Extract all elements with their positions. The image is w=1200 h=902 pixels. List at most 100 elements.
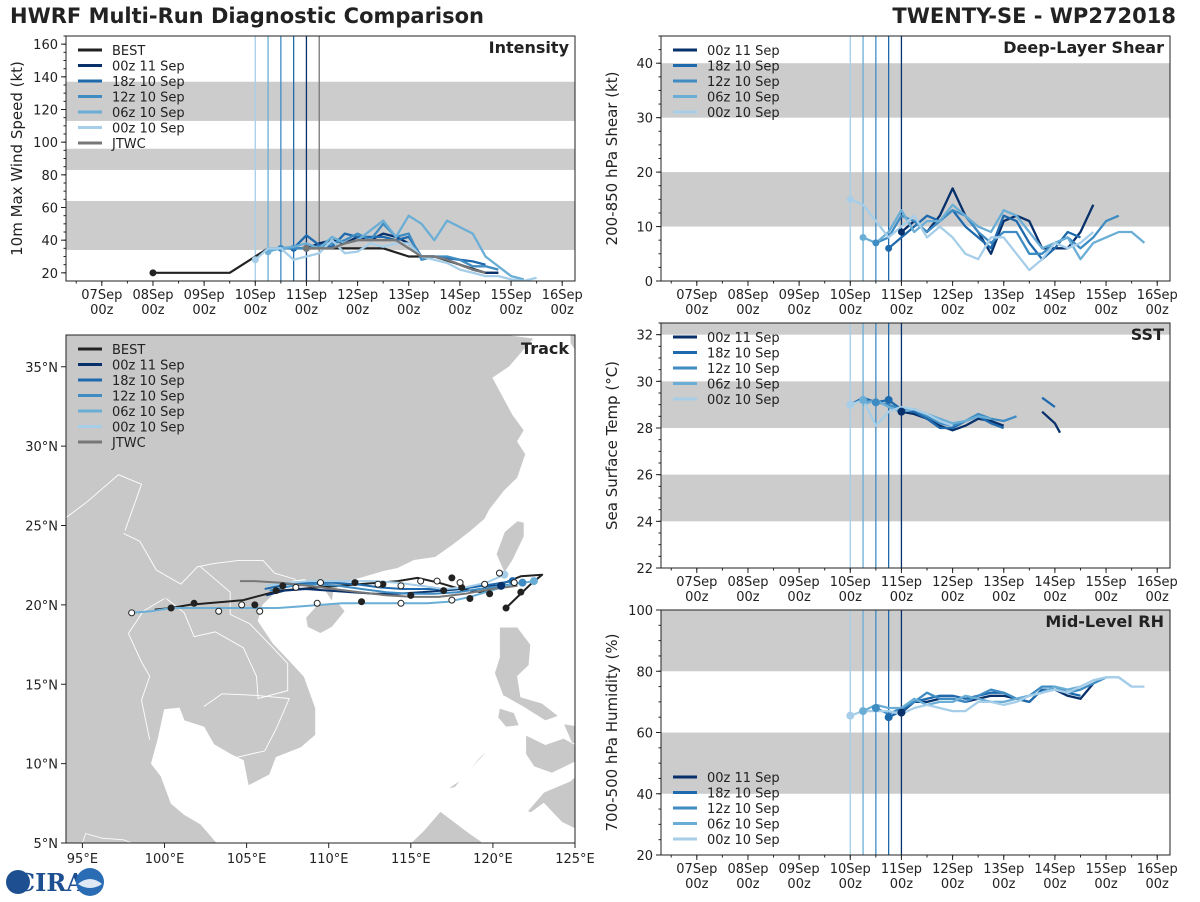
sst-series-line xyxy=(1041,410,1062,434)
track-filled-dot xyxy=(466,595,474,603)
rh-xtick-label: 11Sep xyxy=(881,862,922,877)
rh-xtick-label: 12Sep xyxy=(932,862,973,877)
land-luzon xyxy=(494,626,560,722)
track-open-dot xyxy=(313,599,321,607)
shear-series-line xyxy=(862,203,1146,261)
track-init-marker xyxy=(518,578,527,587)
intensity-ytick-label: 140 xyxy=(33,71,58,86)
rh-plot-area xyxy=(661,610,1170,855)
rh-xtick-label: 00z xyxy=(890,877,914,892)
shear-xtick-label: 00z xyxy=(941,303,965,318)
globe-icon xyxy=(6,870,30,894)
track-legend-label: BEST xyxy=(112,343,145,358)
land-palawan xyxy=(446,747,490,790)
rh-ytick-label: 40 xyxy=(636,788,653,803)
track-filled-dot xyxy=(190,599,198,607)
track-xtick-label: 125°E xyxy=(555,852,595,867)
sst-ytick-label: 30 xyxy=(636,375,653,390)
shear-xtick-label: 00z xyxy=(787,303,811,318)
track-open-dot xyxy=(317,579,324,587)
track-xtick-label: 105°E xyxy=(227,852,267,867)
intensity-xtick-label: 09Sep xyxy=(184,288,225,303)
rh-xtick-label: 09Sep xyxy=(779,862,820,877)
sst-xtick-label: 10Sep xyxy=(830,575,871,590)
intensity-ytick-label: 20 xyxy=(41,267,58,282)
rh-band-1 xyxy=(661,610,1170,672)
rh-xtick-label: 00z xyxy=(1043,877,1067,892)
land-sumatra xyxy=(81,833,132,843)
track-ytick-label: 35°N xyxy=(25,361,58,376)
rh-xtick-label: 16Sep xyxy=(1137,862,1178,877)
rh-init-marker xyxy=(859,707,868,716)
track-ytick-label: 20°N xyxy=(25,599,58,614)
land-mindoro xyxy=(497,707,520,728)
sst-init-marker xyxy=(884,396,893,404)
intensity-ytick-label: 40 xyxy=(41,234,58,249)
intensity-legend-label: 06z 10 Sep xyxy=(112,106,185,121)
intensity-xtick-label: 13Sep xyxy=(388,288,429,303)
track-filled-dot xyxy=(251,601,259,609)
shear-legend-label: 00z 11 Sep xyxy=(707,44,780,59)
shear-legend-label: 00z 10 Sep xyxy=(707,106,780,121)
sst-series-line xyxy=(849,398,953,427)
track-series-line xyxy=(264,580,513,590)
intensity-xtick-label: 00z xyxy=(90,303,114,318)
rh-ytick-label: 60 xyxy=(636,727,653,742)
intensity-xtick-label: 07Sep xyxy=(81,288,122,303)
track-xtick-label: 115°E xyxy=(391,852,431,867)
sst-title: SST xyxy=(1131,325,1164,344)
shear-series-line xyxy=(849,198,1095,272)
rh-legend-label: 06z 10 Sep xyxy=(707,818,780,833)
sst-xtick-label: 08Sep xyxy=(727,575,768,590)
rh-init-marker xyxy=(884,713,893,722)
rh-xtick-label: 00z xyxy=(992,877,1016,892)
intensity-xtick-label: 00z xyxy=(295,303,319,318)
shear-ytick-label: 30 xyxy=(636,112,653,127)
intensity-legend-label: 00z 11 Sep xyxy=(112,60,185,75)
sst-ytick-label: 26 xyxy=(636,469,653,484)
shear-xtick-label: 14Sep xyxy=(1034,288,1075,303)
sst-ytick-label: 24 xyxy=(636,515,653,530)
track-series-line xyxy=(131,580,535,614)
track-filled-dot xyxy=(502,604,510,612)
sst-legend-label: 00z 11 Sep xyxy=(707,331,780,346)
sst-band-1 xyxy=(661,381,1170,428)
intensity-series-start-marker xyxy=(302,244,310,252)
sst-panel: 22242628303207Sep00z08Sep00z09Sep00z10Se… xyxy=(603,322,1178,605)
rh-series-line xyxy=(900,682,1095,714)
rh-xtick-label: 00z xyxy=(1146,877,1170,892)
shear-xtick-label: 00z xyxy=(839,303,863,318)
sst-xtick-label: 00z xyxy=(787,590,811,605)
track-open-dot xyxy=(128,609,136,617)
sst-plot-area xyxy=(661,323,1170,568)
figure-title: HWRF Multi-Run Diagnostic Comparison xyxy=(10,4,485,28)
sst-frame xyxy=(660,322,1171,569)
intensity-xtick-label: 12Sep xyxy=(337,288,378,303)
track-legend-label: 00z 10 Sep xyxy=(112,421,185,436)
intensity-series-start-marker xyxy=(251,256,259,264)
shear-xtick-label: 00z xyxy=(1043,303,1067,318)
track-ytick-label: 10°N xyxy=(25,758,58,773)
land-taiwan xyxy=(495,520,525,574)
rh-xtick-label: 10Sep xyxy=(830,862,871,877)
sst-xtick-label: 13Sep xyxy=(983,575,1024,590)
sst-xtick-label: 07Sep xyxy=(676,575,717,590)
sst-legend-label: 18z 10 Sep xyxy=(707,347,780,362)
intensity-xtick-label: 00z xyxy=(448,303,472,318)
sst-xtick-label: 15Sep xyxy=(1086,575,1127,590)
sst-xtick-label: 00z xyxy=(1146,590,1170,605)
intensity-ytick-label: 80 xyxy=(41,169,58,184)
rh-init-marker xyxy=(897,708,906,717)
shear-ytick-label: 40 xyxy=(636,57,653,72)
intensity-xtick-label: 11Sep xyxy=(286,288,327,303)
rh-ytick-label: 80 xyxy=(636,665,653,680)
intensity-xtick-label: 00z xyxy=(397,303,421,318)
sst-legend-label: 12z 10 Sep xyxy=(707,362,780,377)
border-china-south xyxy=(123,532,297,585)
track-series-line xyxy=(240,580,518,598)
sst-xtick-label: 00z xyxy=(941,590,965,605)
track-filled-dot xyxy=(407,591,415,599)
rh-ytick-label: 20 xyxy=(636,849,653,864)
land-korea xyxy=(569,335,575,352)
track-ytick-label: 25°N xyxy=(25,520,58,535)
